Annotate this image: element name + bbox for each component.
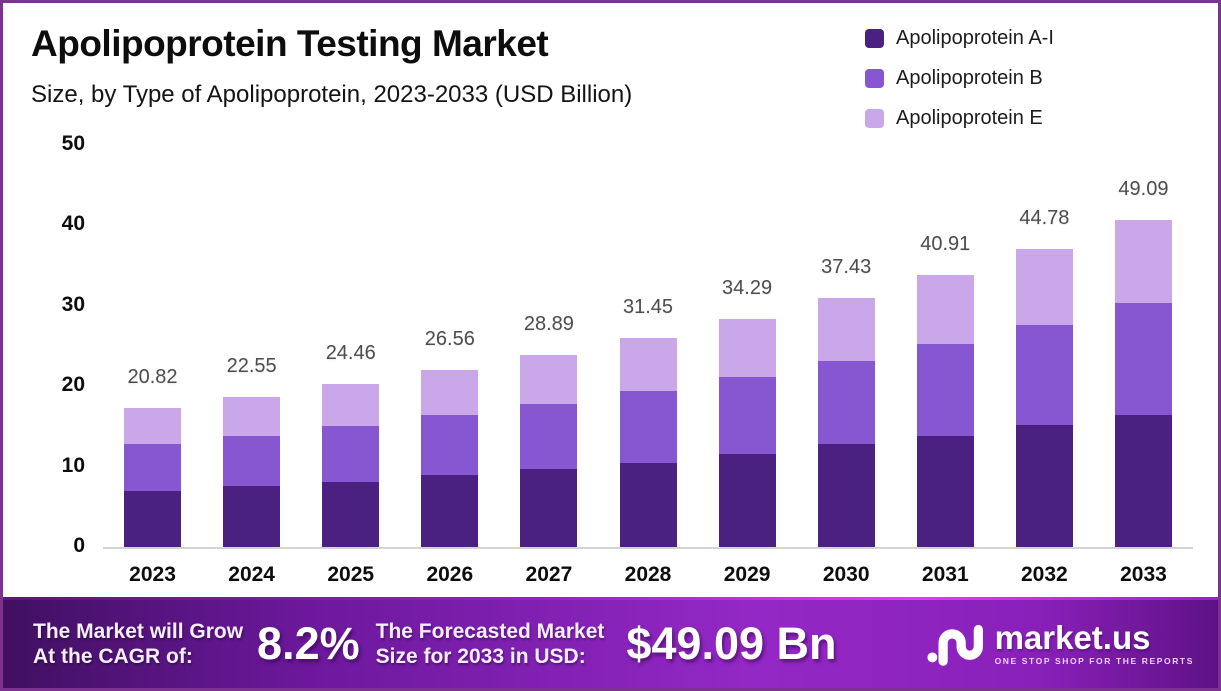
forecast-label: The Forecasted Market Size for 2033 in U… <box>376 619 605 669</box>
y-axis-tick-label: 50 <box>61 132 85 155</box>
plot-area: 0 10 20 30 40 50 20.82 2023 22.55 2024 24.46 2025 26… <box>3 3 1218 603</box>
x-axis-label: 2033 <box>1120 563 1167 586</box>
bar-total-label: 28.89 <box>523 312 574 335</box>
bar-segment <box>223 396 281 436</box>
x-axis-label: 2031 <box>921 563 969 586</box>
forecast-value: $49.09 Bn <box>626 618 837 669</box>
bar-segment <box>916 436 974 547</box>
x-axis-label: 2029 <box>723 563 771 586</box>
bar-segment <box>619 390 677 463</box>
bar-total-label: 37.43 <box>821 255 872 278</box>
bar-segment <box>322 481 380 547</box>
legend-swatch <box>865 109 884 128</box>
bar-segment <box>322 426 380 482</box>
bar-total-label: 49.09 <box>1118 178 1169 201</box>
brand-text: market.us ONE STOP SHOP FOR THE REPORTS <box>994 619 1194 666</box>
bar-segment <box>1015 248 1073 325</box>
bar-segment <box>124 491 182 547</box>
bar-segment <box>817 297 875 362</box>
bar-segment <box>718 376 776 454</box>
bar-total-label: 24.46 <box>325 342 376 365</box>
bar-total-label: 31.45 <box>622 295 674 318</box>
bar-segment <box>421 474 479 547</box>
x-axis-label: 2032 <box>1021 563 1068 586</box>
legend: Apolipoprotein A-I Apolipoprotein B Apolip… <box>865 27 1054 130</box>
forecast-label-line2: Size for 2033 in USD: <box>375 645 586 668</box>
bar-segment <box>1015 324 1073 426</box>
bar-total-label: 40.91 <box>920 232 971 255</box>
banner-top-divider <box>3 597 1218 600</box>
x-axis-label: 2027 <box>525 563 573 586</box>
legend-item: Apolipoprotein B <box>865 67 1054 90</box>
page-subtitle: Size, by Type of Apolipoprotein, 2023-20… <box>31 81 633 108</box>
x-axis-label: 2024 <box>228 563 275 586</box>
bar-segment <box>520 468 578 547</box>
brand-logo: market.us ONE STOP SHOP FOR THE REPORTS <box>926 619 1198 668</box>
bar-total-label: 34.29 <box>722 276 773 299</box>
bar-segment <box>916 274 974 345</box>
legend-item: Apolipoprotein A-I <box>865 27 1054 50</box>
bar-segment <box>916 344 974 437</box>
bar-segment <box>718 318 776 377</box>
bar-segment <box>817 444 875 547</box>
page-title: Apolipoprotein Testing Market <box>31 23 549 64</box>
bar-total-label: 44.78 <box>1019 206 1070 229</box>
bar-segment <box>817 361 875 445</box>
legend-item: Apolipoprotein E <box>865 107 1054 130</box>
cagr-label-line1: The Market will Grow <box>33 620 244 643</box>
x-axis-line <box>103 547 1193 549</box>
legend-label: Apolipoprotein B <box>896 67 1043 89</box>
legend-swatch <box>865 69 884 88</box>
bar-segment <box>1114 414 1172 547</box>
y-axis-tick-label: 30 <box>61 292 85 316</box>
x-axis-label: 2025 <box>327 563 375 586</box>
bar-segment <box>1015 425 1073 547</box>
brand-name: market.us <box>994 619 1151 656</box>
bar-segment <box>322 384 380 427</box>
y-axis-tick-label: 0 <box>73 534 85 557</box>
footer-banner: The Market will Grow At the CAGR of: 8.2… <box>3 600 1218 688</box>
cagr-label: The Market will Grow At the CAGR of: <box>33 619 243 669</box>
x-axis-label: 2023 <box>129 563 176 586</box>
bar-segment <box>223 435 281 487</box>
cagr-label-line2: At the CAGR of: <box>33 645 193 668</box>
x-axis-label: 2026 <box>426 563 474 586</box>
x-axis-label: 2028 <box>624 563 672 586</box>
bar-total-label: 22.55 <box>226 354 277 377</box>
bar-total-label: 26.56 <box>424 328 475 351</box>
forecast-label-line1: The Forecasted Market <box>375 620 605 643</box>
bar-segment <box>619 337 677 391</box>
y-axis-tick-label: 40 <box>61 212 85 236</box>
legend-label: Apolipoprotein E <box>896 107 1043 129</box>
bar-segment <box>1114 303 1172 415</box>
brand-tagline: ONE STOP SHOP FOR THE REPORTS <box>994 656 1194 666</box>
legend-swatch <box>865 29 884 48</box>
bar-segment <box>124 443 182 492</box>
bar-total-label: 20.82 <box>127 366 178 389</box>
bar-segment <box>124 408 182 444</box>
bar-segment <box>619 462 677 547</box>
bar-segment <box>223 486 281 547</box>
bar-segment <box>421 370 479 416</box>
bar-segment <box>421 415 479 475</box>
bar-segment <box>1114 220 1172 304</box>
bar-segment <box>520 404 578 469</box>
bar-segment <box>520 354 578 405</box>
bar-segment <box>718 453 776 547</box>
cagr-value: 8.2% <box>257 618 360 669</box>
y-axis-tick-label: 20 <box>61 373 85 397</box>
y-axis-tick-label: 10 <box>61 453 85 477</box>
market-us-logo-icon <box>926 624 983 666</box>
x-axis-label: 2030 <box>822 563 870 586</box>
legend-label: Apolipoprotein A-I <box>896 27 1054 49</box>
